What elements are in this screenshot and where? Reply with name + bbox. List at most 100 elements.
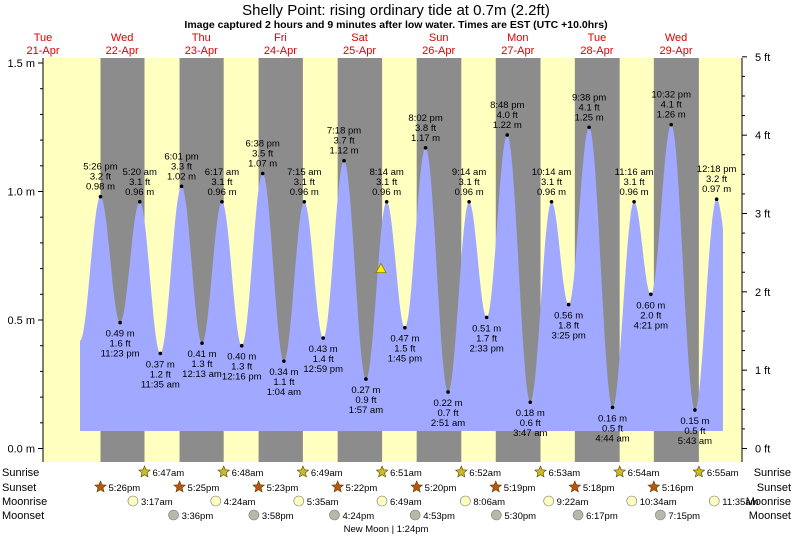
left-tick-label: 0.5 m [7,315,35,327]
low-tide-time: 2:33 pm [469,343,503,354]
current-tide-marker-icon [375,262,387,273]
sunrise-time: 6:48am [232,468,264,479]
moonset-time: 4:24pm [342,511,374,522]
date-label: 29-Apr [660,45,693,57]
high-tide-time: 11:16 am [615,167,654,178]
sunset-time: 5:16pm [662,483,694,494]
low-tide-dot [118,320,122,325]
low-tide-dot [200,341,204,345]
high-tide-metres: 0.96 m [125,187,154,198]
moonrise-time: 4:24am [224,497,256,508]
high-tide-metres: 0.97 m [702,184,731,195]
day-of-week-label: Mon [507,32,528,44]
low-tide-feet: 1.3 ft [231,362,252,373]
high-tide-feet: 3.1 ft [459,177,480,188]
low-tide-feet: 0.9 ft [355,395,376,406]
day-of-week-label: Wed [111,32,133,44]
sunrise-time: 6:51am [390,468,422,479]
low-tide-metres: 0.18 m [516,408,545,419]
moonset-icon [655,509,666,521]
right-tick-label: 4 ft [755,130,770,142]
low-tide-time: 1:04 am [267,387,301,398]
right-tick-label: 3 ft [755,208,770,220]
low-tide-feet: 1.1 ft [273,377,294,388]
sunrise-row-label-right: Sunrise [754,467,791,479]
high-tide-feet: 3.1 ft [376,177,397,188]
right-tick-label: 1 ft [755,365,770,377]
high-tide-dot [423,146,428,150]
high-tide-metres: 0.98 m [86,182,115,193]
low-tide-metres: 0.40 m [227,352,256,363]
low-tide-time: 2:51 am [431,418,465,429]
high-tide-dot [302,199,307,204]
moonrise-time: 5:35am [307,497,339,508]
low-tide-dot [364,377,368,381]
moonrise-icon [708,495,720,507]
moonrise-icon [543,495,554,507]
high-tide-feet: 3.2 ft [90,172,111,183]
low-tide-metres: 0.56 m [554,311,583,322]
moonset-icon [572,509,584,521]
low-tide-metres: 0.27 m [351,385,380,396]
moonrise-icon [460,495,471,507]
axes: 0.0 m 0.5 m 1.0 m 1.5 m 0 ft 1 ft 2 ft 3 ft 4 ft… [7,52,770,462]
moonset-row-label-left: Moonset [2,510,44,522]
moonrise-time: 3:17am [141,497,173,508]
low-tide-dot [446,390,450,394]
sunrise-time: 6:53am [548,468,580,479]
low-tide-dot [566,302,571,307]
sunrise-time: 6:49am [311,468,343,479]
moonrise-icon [127,495,139,507]
moonset-time: 5:30pm [504,511,536,522]
high-tide-time: 7:15 am [287,167,321,178]
sunset-time: 5:25pm [188,483,220,494]
day-of-week-label: Sun [429,32,449,44]
high-tide-dot [137,199,142,204]
low-tide-feet: 1.7 ft [476,333,497,344]
chart-title: Shelly Point: rising ordinary tide at 0.… [242,2,550,19]
sunset-time: 5:23pm [267,483,299,494]
sunrise-icon [138,465,151,478]
high-tide-time: 5:20 am [123,167,157,178]
high-tide-time: 12:18 pm [697,164,737,175]
high-tide-metres: 0.96 m [537,187,566,198]
astronomy-rows: Sunrise Sunrise Sunset Sunset Moonrise Moonri… [2,465,791,535]
high-tide-time: 7:18 pm [327,126,361,137]
low-tide-feet: 1.5 ft [394,344,415,355]
moonset-icon [248,509,260,521]
date-label: 24-Apr [264,45,297,57]
left-tick-label: 1.5 m [7,58,35,70]
day-of-week-label: Thu [192,32,211,44]
high-tide-time: 6:38 pm [246,139,280,150]
day-labels: Tue21-AprWed22-AprThu23-AprFri24-AprSat2… [26,32,692,57]
moonrise-time: 11:35am [722,497,758,508]
sunrise-icon [375,465,389,478]
sunset-icon [647,480,661,493]
high-tide-dot [342,158,346,163]
low-tide-metres: 0.37 m [146,359,175,370]
sunset-icon [331,480,345,493]
right-tick-label: 2 ft [755,287,770,299]
sunset-icon [410,480,424,493]
low-tide-dot [158,351,163,356]
high-tide-feet: 3.1 ft [541,177,562,188]
high-tide-dot [220,199,224,204]
moonrise-time: 9:22am [557,497,589,508]
sunrise-time: 6:55am [707,468,739,479]
high-tide-metres: 1.02 m [167,171,196,182]
high-tide-feet: 4.1 ft [579,102,600,113]
high-tide-feet: 3.1 ft [624,177,645,188]
sunset-time: 5:22pm [346,483,378,494]
low-tide-dot [528,400,533,405]
high-tide-time: 10:32 pm [651,90,691,101]
moonset-time: 3:58pm [262,511,294,522]
high-tide-dot [587,125,591,130]
moonrise-icon [293,495,305,507]
day-of-week-label: Fri [274,32,287,44]
date-label: 25-Apr [343,45,376,57]
low-tide-metres: 0.51 m [472,323,501,334]
high-tide-dot [260,171,265,176]
high-tide-time: 9:38 pm [572,92,606,103]
moonset-icon [491,509,502,521]
low-tide-metres: 0.34 m [269,367,298,378]
